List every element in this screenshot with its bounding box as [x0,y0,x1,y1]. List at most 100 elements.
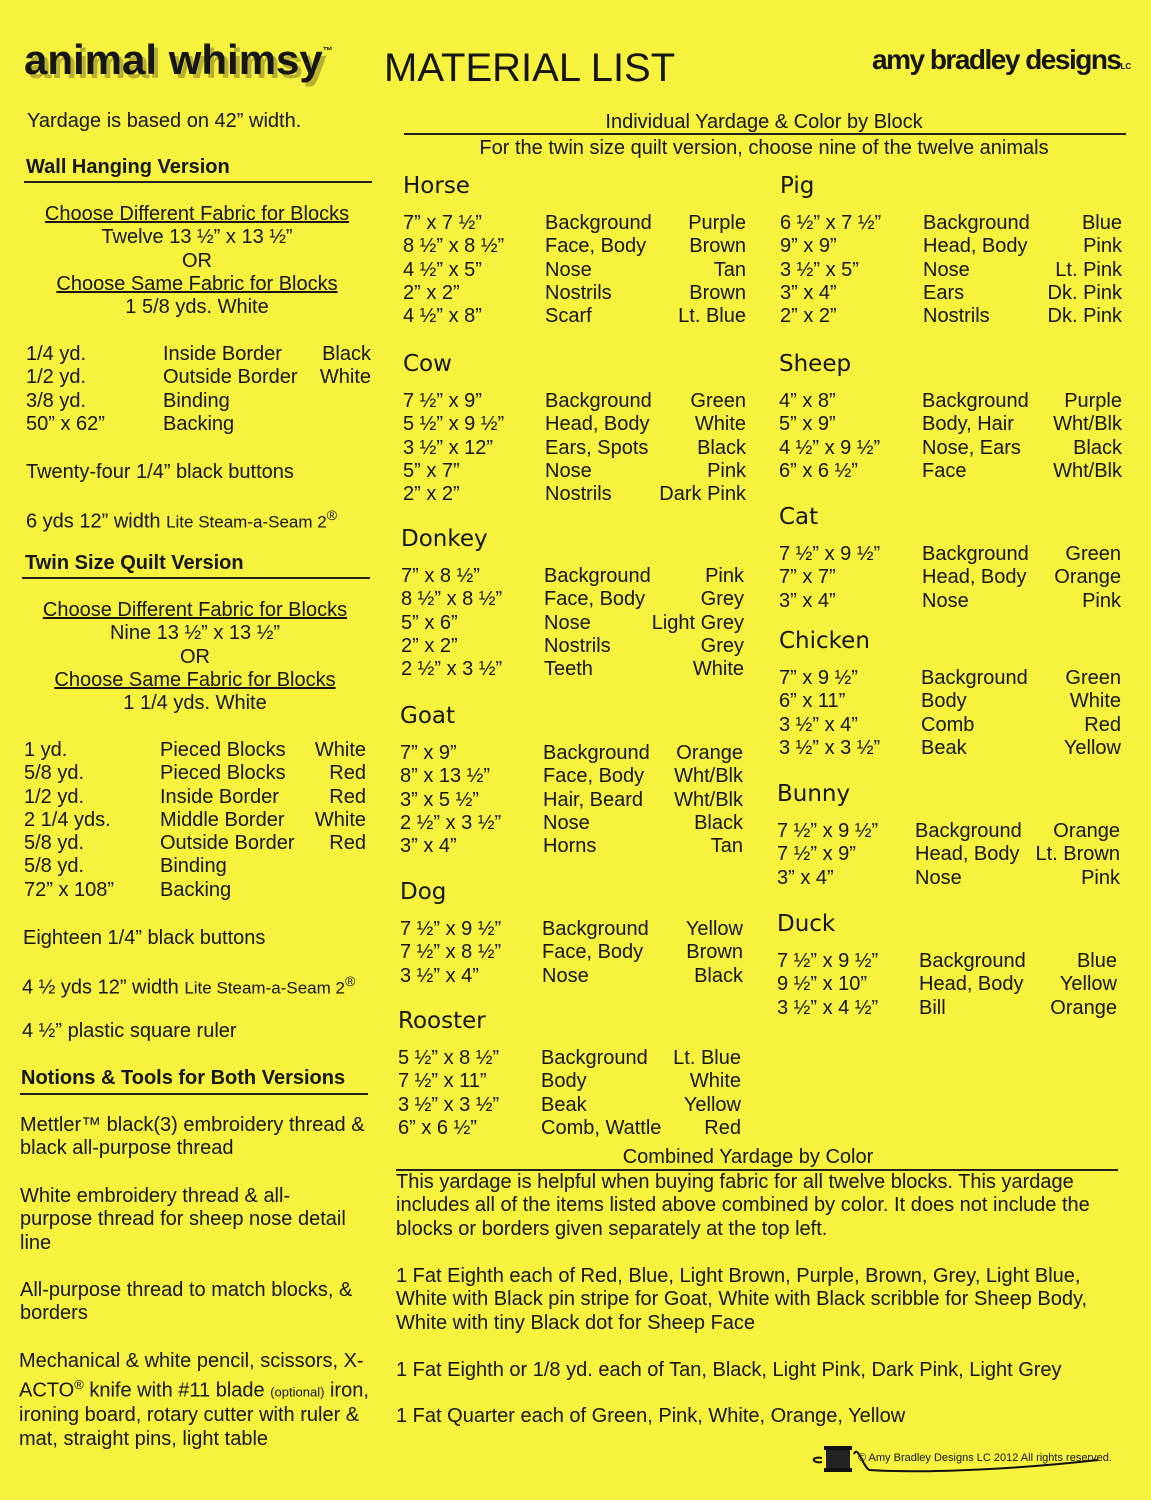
part-cell: Backing [160,878,232,901]
part-cell: Body [541,1070,587,1093]
size-cell: 3 ½” x 4” [779,713,858,736]
registered-mark: ® [74,1377,84,1393]
block-title: Pig [780,173,815,199]
logo-text: amy bradley designs [872,44,1122,75]
table-row: 1/2 yd. Outside Border White [26,366,371,389]
size-cell: 5/8 yd. [24,832,85,855]
color-cell: Brown [689,281,746,304]
wall-or: OR [182,249,212,272]
table-row: 1/2 yd. Inside Border Red [24,786,366,809]
twin-same-label: Choose Same Fabric for Blocks [54,668,336,691]
table-row: 2 1/4 yds. Middle Border White [24,809,366,832]
table-row: 50” x 62” Backing [26,413,371,436]
notion-item: White embroidery thread & all-purpose th… [20,1185,346,1254]
animal-block-bunny: Bunny 7 ½” x 9 ½” Background Orange 7 ½” x 9… [777,780,1120,890]
size-cell: 3 ½” x 3 ½” [779,736,881,759]
size-cell: 3” x 4” [779,589,836,612]
color-cell: Black [1073,436,1122,459]
part-cell: Backing [163,412,235,435]
size-cell: 2 1/4 yds. [24,808,111,831]
size-cell: 9 ½” x 10” [777,973,868,996]
part-cell: Outside Border [160,832,295,855]
color-cell: Pink [705,565,744,587]
color-cell: Wht/Blk [674,765,743,788]
color-cell: White [319,366,371,389]
notions-heading: Notions & Tools for Both Versions [21,1067,346,1089]
size-cell: 3” x 4” [780,281,837,304]
animal-block-pig: Pig 6 ½” x 7 ½” Background Blue 9” x 9” Head,… [780,172,1122,328]
table-row: 2” x 2” Nostrils Dk. Pink [780,305,1122,328]
block-title: Donkey [401,526,488,552]
table-row: 6” x 11” Body White [779,690,1121,713]
color-cell: Lt. Pink [1055,258,1122,281]
color-cell: Yellow [685,918,743,940]
animal-block-cat: Cat 7 ½” x 9 ½” Background Green 7” x 7” Head… [779,503,1121,613]
color-cell: Pink [1081,866,1120,889]
size-cell: 3” x 5 ½” [400,788,479,811]
table-row: 8 ½” x 8 ½” Face, Body Brown [403,235,746,258]
part-cell: Nose [543,811,590,834]
size-cell: 6 ½” x 7 ½” [780,212,882,234]
size-cell: 7 ½” x 9 ½” [779,543,881,565]
block-title: Cat [779,504,819,530]
color-cell: Brown [689,235,746,258]
size-cell: 3 ½” x 5” [780,258,859,281]
table-row: 5/8 yd. Pieced Blocks Red [24,762,366,785]
table-row: 4” x 8” Background Purple [779,390,1122,413]
color-cell: Blue [1076,950,1117,972]
part-cell: Nose [545,258,592,281]
color-cell: Red [1084,713,1121,736]
table-row: 8” x 13 ½” Face, Body Wht/Blk [400,765,743,788]
size-cell: 3” x 4” [777,866,834,889]
combined-paragraph: 1 Fat Eighth or 1/8 yd. each of Tan, Bla… [396,1359,1062,1381]
size-cell: 7” x 9” [400,742,457,764]
registered-mark: ® [344,973,356,989]
copyright: © Amy Bradley Designs LC 2012 All rights… [858,1452,1112,1464]
color-cell: Green [690,390,746,412]
table-row: 7 ½” x 9 ½” Background Yellow [400,918,743,941]
part-cell: Background [541,1047,648,1069]
table-row: 1/4 yd. Inside Border Black [26,343,371,366]
twin-same-qty: 1 1/4 yds. White [123,692,267,715]
part-cell: Background [923,212,1030,234]
size-cell: 5” x 6” [401,611,458,634]
table-row: 2 ½” x 3 ½” Teeth White [401,658,744,681]
color-cell: Lt. Blue [673,1047,741,1069]
table-row: 7” x 7” Head, Body Orange [779,566,1121,589]
size-cell: 5” x 9” [779,413,836,436]
size-cell: 7 ½” x 11” [398,1070,487,1093]
part-cell: Background [542,918,649,940]
tools-text: knife with #11 blade [83,1379,271,1402]
table-row: 3/8 yd. Binding [26,390,371,413]
color-cell: Grey [700,588,744,611]
twin-buttons: Eighteen 1/4” black buttons [23,927,266,949]
part-cell: Background [919,950,1026,972]
table-row: 6” x 6 ½” Face Wht/Blk [779,460,1122,483]
color-cell: Yellow [683,1093,741,1116]
animal-block-goat: Goat 7” x 9” Background Orange 8” x 13 ½” Fac… [400,702,743,858]
part-cell: Nostrils [923,305,990,328]
size-cell: 7 ½” x 9 ½” [777,950,879,972]
block-title: Cow [403,351,452,377]
part-cell: Background [543,742,650,764]
table-row: 7 ½” x 8 ½” Face, Body Brown [400,941,743,964]
block-title: Rooster [398,1008,486,1034]
size-cell: 5” x 7” [403,459,460,482]
spool-thread-icon [812,1446,1099,1473]
table-row: 9” x 9” Head, Body Pink [780,235,1122,258]
size-cell: 3 ½” x 4” [400,964,479,987]
size-cell: 8 ½” x 8 ½” [401,588,503,611]
table-row: 7 ½” x 9 ½” Background Green [779,543,1121,566]
table-row: 7” x 9 ½” Background Green [779,667,1121,690]
steam-qty: 4 ½ yds 12” width [22,976,179,999]
size-cell: 9” x 9” [780,235,837,258]
part-cell: Comb [921,713,975,736]
size-cell: 1/2 yd. [26,366,87,389]
color-cell: White [692,658,744,681]
color-cell: White [1069,690,1121,713]
table-row: 5 ½” x 9 ½” Head, Body White [403,413,746,436]
color-cell: Wht/Blk [674,788,743,811]
color-cell: Purple [1064,390,1122,412]
color-cell: Lt. Blue [678,305,746,328]
